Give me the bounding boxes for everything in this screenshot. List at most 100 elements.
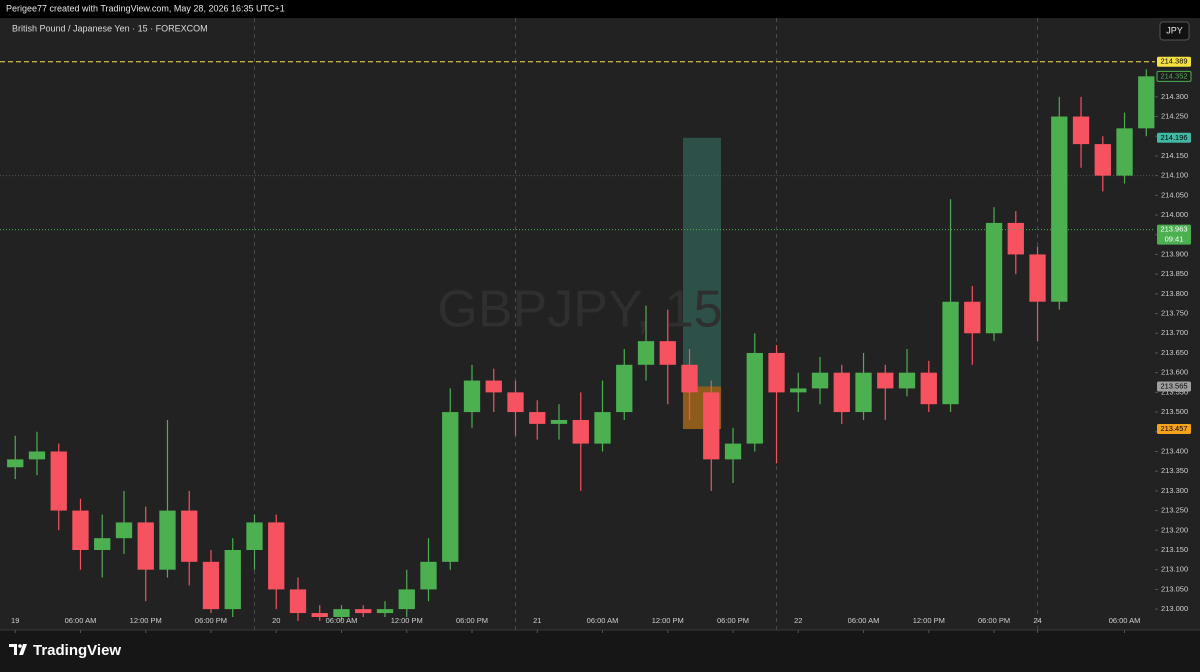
candle-body [376, 609, 394, 614]
top-bar [0, 0, 1200, 18]
y-tick-label: 213.750 [1161, 309, 1188, 318]
candle-body [268, 522, 285, 590]
candle-body [898, 372, 916, 389]
position-target-zone [682, 137, 722, 387]
price-label: 213.565 [1160, 381, 1187, 390]
candle-body [746, 352, 763, 444]
y-tick-label: 213.700 [1161, 328, 1188, 337]
bottom-bar [0, 630, 1200, 672]
candle-body [529, 412, 546, 424]
y-tick-label: 213.850 [1161, 269, 1188, 278]
price-label: 214.352 [1160, 71, 1187, 80]
candle-body [50, 451, 67, 511]
x-tick-label: 06:00 PM [195, 616, 227, 625]
price-label-box [1157, 224, 1191, 245]
candle-body [681, 364, 698, 393]
currency-label[interactable]: JPY [1166, 25, 1183, 35]
candle-body [420, 561, 437, 590]
candle-body [1007, 222, 1024, 255]
candle-body [463, 380, 481, 413]
y-tick-label: 213.050 [1161, 584, 1188, 593]
candle-body [246, 522, 263, 551]
y-tick-label: 214.100 [1161, 171, 1188, 180]
candle-body [985, 222, 1003, 334]
y-tick-label: 213.200 [1161, 525, 1188, 534]
x-tick-label: 20 [272, 616, 280, 625]
x-tick-label: 06:00 AM [848, 616, 880, 625]
candle-body [964, 301, 981, 334]
logo-dot [18, 644, 22, 648]
y-tick-label: 213.800 [1161, 289, 1188, 298]
y-tick-label: 213.100 [1161, 565, 1188, 574]
candle-body [485, 380, 502, 393]
x-tick-label: 22 [794, 616, 802, 625]
candle-body [28, 451, 46, 460]
y-tick-label: 213.600 [1161, 368, 1188, 377]
candle-body [137, 522, 154, 570]
candle-body [72, 510, 89, 551]
y-tick-label: 213.350 [1161, 466, 1188, 475]
y-tick-label: 213.550 [1161, 387, 1188, 396]
candle-body [942, 301, 959, 405]
price-axis [1155, 18, 1200, 630]
candle-body [920, 372, 937, 405]
x-tick-label: 12:00 PM [652, 616, 684, 625]
price-label-box [1157, 56, 1191, 67]
candle-body [398, 589, 415, 610]
x-tick-label: 06:00 PM [456, 616, 488, 625]
x-tick-label: 06:00 PM [978, 616, 1010, 625]
candle-body [833, 372, 850, 413]
y-tick-label: 213.150 [1161, 545, 1188, 554]
candle-body [594, 412, 611, 444]
candle-body [94, 538, 111, 551]
candle-body [202, 561, 220, 610]
price-label: 214.196 [1160, 133, 1187, 142]
candle-body [159, 510, 176, 570]
candle-body [289, 589, 307, 614]
candle-body [224, 550, 241, 610]
y-tick-label: 214.050 [1161, 190, 1188, 199]
x-tick-label: 12:00 PM [913, 616, 945, 625]
candle-body [811, 372, 829, 389]
y-tick-label: 213.400 [1161, 446, 1188, 455]
candle-body [1051, 116, 1068, 302]
y-tick-label: 213.900 [1161, 249, 1188, 258]
candle-body [311, 613, 328, 617]
x-tick-label: 21 [533, 616, 541, 625]
price-label-box [1157, 381, 1191, 392]
price-label: 214.389 [1160, 57, 1187, 66]
candle-body [1116, 128, 1133, 176]
x-tick-label: 06:00 AM [587, 616, 619, 625]
candle-body [1138, 76, 1155, 129]
price-label-box [1157, 424, 1191, 435]
candle-body [877, 372, 894, 389]
candle-body [616, 364, 633, 413]
y-tick-label: 214.300 [1161, 92, 1188, 101]
candle-body [7, 459, 24, 468]
candle-body [659, 341, 676, 365]
x-tick-label: 06:00 AM [65, 616, 97, 625]
x-tick-label: 12:00 PM [130, 616, 162, 625]
candle-body [181, 510, 198, 562]
x-tick-label: 06:00 AM [1109, 616, 1141, 625]
price-label: 213.457 [1160, 424, 1187, 433]
candle-body [115, 522, 133, 539]
x-tick-label: 06:00 AM [326, 616, 358, 625]
candle-body [637, 341, 655, 365]
candle-body [768, 352, 785, 393]
symbol-title: British Pound / Japanese Yen · 15 · FORE… [12, 23, 208, 33]
price-label-box [1156, 70, 1192, 82]
currency-button[interactable] [1159, 21, 1190, 41]
candle-body [790, 388, 807, 393]
x-tick-label: 24 [1033, 616, 1041, 625]
price-countdown: 09:41 [1165, 235, 1184, 244]
x-tick-label: 19 [11, 616, 19, 625]
candle-body [442, 412, 459, 562]
header-text: Perigee77 created with TradingView.com, … [6, 3, 285, 13]
y-tick-label: 214.150 [1161, 151, 1188, 160]
candle-body [855, 372, 872, 413]
candle-body [550, 419, 568, 424]
x-tick-label: 12:00 PM [391, 616, 423, 625]
candle-body [572, 419, 589, 444]
